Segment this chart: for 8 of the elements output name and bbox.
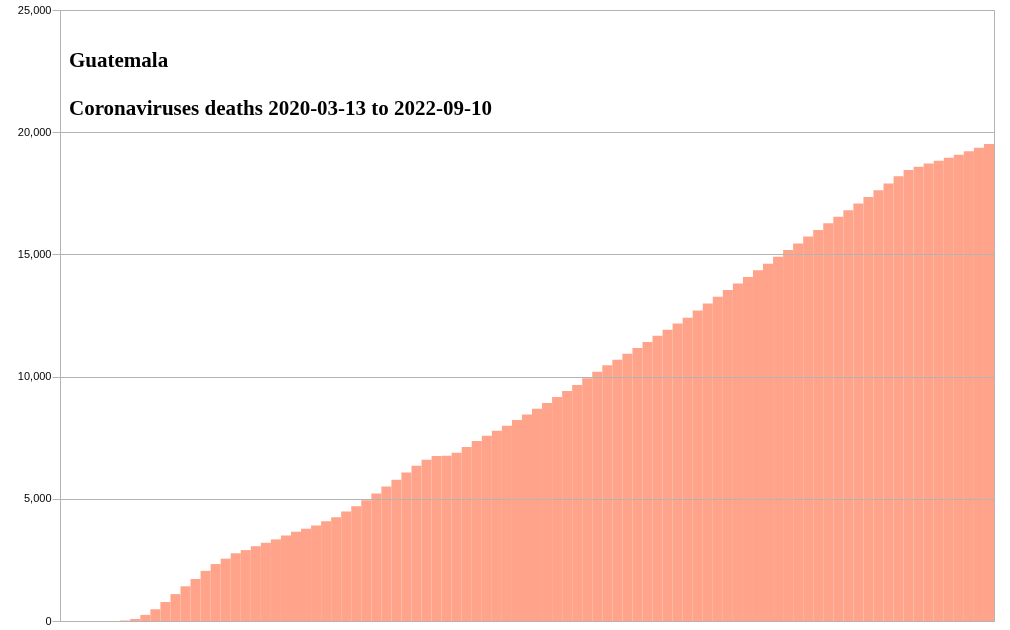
- y-tick-label: 5,000: [23, 492, 52, 505]
- y-tick-label: 15,000: [17, 247, 52, 260]
- y-tick-label: 25,000: [17, 3, 52, 16]
- text: Guatemala: [69, 48, 169, 72]
- y-tick-label: 10,000: [17, 370, 52, 383]
- y-tick-label: 20,000: [17, 125, 52, 138]
- text: Coronaviruses deaths 2020-03-13 to 2022-09-10: [69, 96, 493, 120]
- y-tick-label: 0: [45, 614, 52, 627]
